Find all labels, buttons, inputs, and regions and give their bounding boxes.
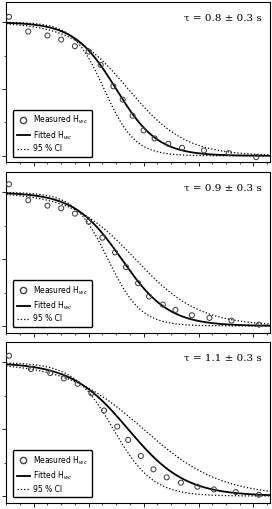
Point (26, 196, 30, 204)
Point (147, 293, 151, 301)
Point (227, 149, 231, 157)
Point (115, 422, 119, 431)
Point (29, 365, 33, 373)
Point (173, 306, 178, 314)
Point (257, 491, 261, 499)
Point (166, 139, 171, 148)
Legend: Measured H$_{wc}$, Fitted H$_{wc}$, 95 % CI: Measured H$_{wc}$, Fitted H$_{wc}$, 95 %… (13, 280, 92, 327)
Point (152, 134, 157, 143)
Point (102, 407, 106, 415)
Legend: Measured H$_{wc}$, Fitted H$_{wc}$, 95 % CI: Measured H$_{wc}$, Fitted H$_{wc}$, 95 %… (13, 450, 92, 497)
Point (130, 111, 135, 120)
Point (76, 380, 80, 388)
Point (202, 147, 206, 155)
Point (86, 47, 91, 55)
Point (165, 473, 169, 482)
Point (89, 389, 94, 397)
Point (207, 314, 212, 322)
Point (120, 96, 125, 104)
Point (113, 248, 117, 257)
Point (7, 180, 11, 188)
Point (141, 126, 146, 134)
Point (190, 311, 194, 319)
Point (7, 352, 11, 360)
Legend: Measured H$_{wc}$, Fitted H$_{wc}$, 95 % CI: Measured H$_{wc}$, Fitted H$_{wc}$, 95 %… (13, 110, 92, 157)
Text: τ = 1.1 ± 0.3 s: τ = 1.1 ± 0.3 s (184, 354, 262, 362)
Point (111, 82, 116, 91)
Point (212, 485, 216, 493)
Point (124, 263, 128, 271)
Text: τ = 0.8 ± 0.3 s: τ = 0.8 ± 0.3 s (184, 13, 262, 22)
Point (234, 488, 238, 496)
Point (48, 369, 52, 377)
Point (45, 202, 50, 210)
Point (254, 153, 258, 161)
Point (229, 317, 234, 325)
Point (195, 483, 200, 491)
Point (179, 478, 183, 487)
Point (161, 300, 165, 308)
Point (100, 234, 104, 242)
Point (151, 465, 156, 473)
Point (26, 27, 30, 36)
Point (98, 61, 103, 69)
Point (73, 42, 77, 50)
Point (62, 374, 66, 382)
Point (45, 32, 50, 40)
Point (73, 210, 77, 218)
Point (257, 321, 261, 329)
Point (136, 279, 140, 287)
Point (59, 204, 63, 212)
Point (59, 36, 63, 44)
Point (180, 144, 184, 152)
Point (139, 452, 143, 460)
Text: τ = 0.9 ± 0.3 s: τ = 0.9 ± 0.3 s (184, 183, 262, 192)
Point (86, 218, 91, 226)
Point (126, 436, 130, 444)
Point (7, 13, 11, 21)
